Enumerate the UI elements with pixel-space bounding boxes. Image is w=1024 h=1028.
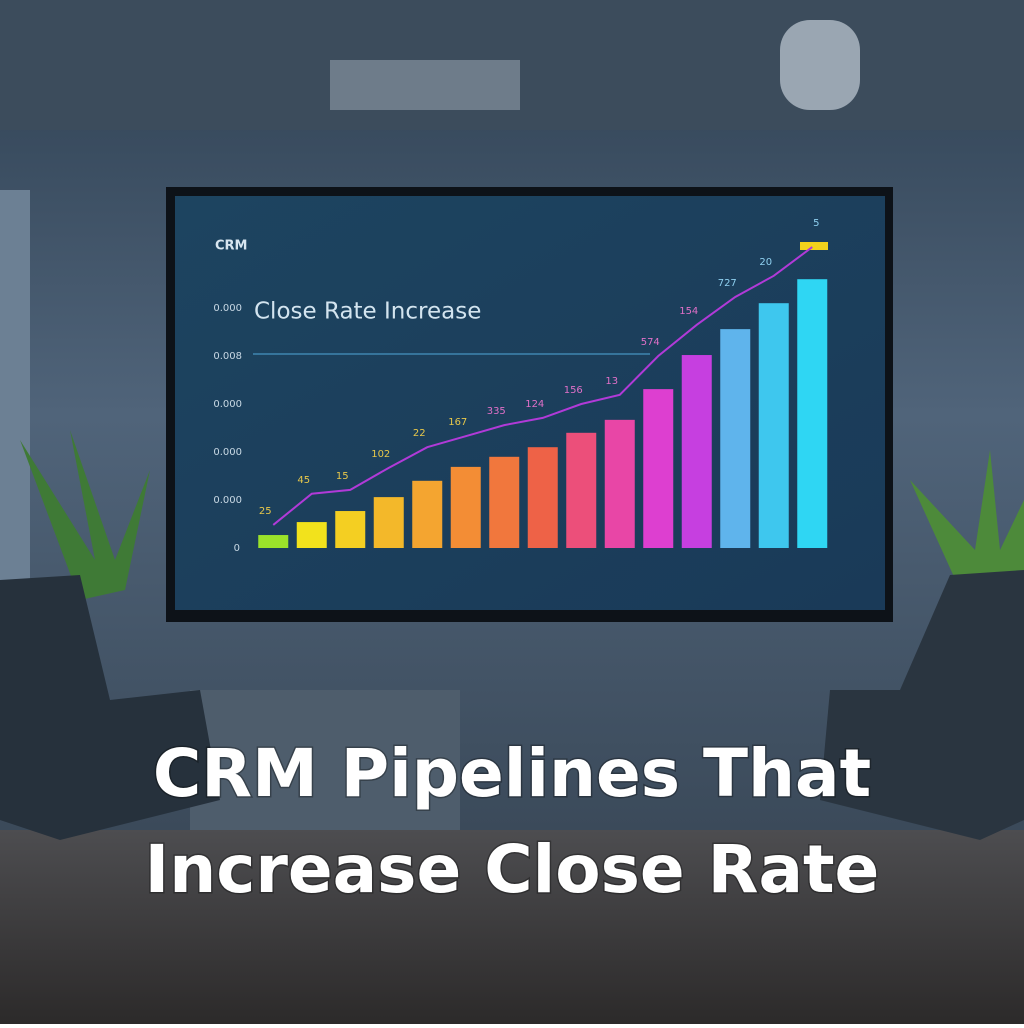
data-annotation: 154: [679, 306, 698, 317]
data-annotation: 335: [487, 406, 506, 417]
bar: [643, 389, 674, 548]
bar: [797, 279, 828, 548]
data-annotation: 13: [605, 376, 618, 387]
bar: [489, 456, 520, 548]
data-annotation: 156: [564, 385, 583, 396]
chair-left: [0, 575, 220, 840]
window: [0, 190, 30, 610]
y-tick-label: 0.000: [213, 447, 242, 458]
data-annotation: 102: [371, 449, 390, 460]
data-annotation: 15: [336, 471, 349, 482]
bar: [720, 329, 751, 548]
y-tick-label: 0.000: [213, 399, 242, 410]
chart-title: Close Rate Increase: [254, 299, 481, 325]
y-tick-label: 0.008: [213, 351, 242, 362]
y-tick-label: 0: [234, 543, 240, 554]
bar: [527, 447, 558, 548]
top-marker: [800, 242, 828, 250]
bar: [604, 419, 635, 548]
bar: [335, 511, 366, 548]
vent: [330, 60, 520, 110]
bar: [566, 432, 597, 548]
bar: [450, 466, 481, 548]
data-annotation: 5: [813, 218, 819, 229]
headline-line: Increase Close Rate: [145, 831, 880, 908]
floor: [0, 830, 1024, 1024]
data-annotation: 727: [718, 278, 737, 289]
data-annotation: 22: [413, 428, 426, 439]
bar: [296, 522, 327, 548]
data-annotation: 20: [759, 257, 772, 268]
trend-line: [272, 246, 813, 526]
headline-line: CRM Pipelines That: [153, 735, 871, 812]
data-annotation: 574: [641, 337, 660, 348]
plant-right: [910, 450, 1024, 600]
bar: [412, 480, 443, 548]
chair-right: [820, 570, 1024, 840]
duct: [780, 20, 860, 110]
plant-left: [20, 430, 150, 600]
data-annotation: 167: [448, 417, 467, 428]
bar: [758, 303, 789, 548]
bar: [258, 535, 289, 548]
data-annotation: 124: [525, 399, 544, 410]
console: [190, 690, 460, 830]
data-annotation: 25: [259, 506, 272, 517]
bar: [681, 355, 712, 548]
data-annotation: 45: [297, 475, 310, 486]
y-tick-label: 0.000: [213, 495, 242, 506]
y-tick-label: 0.000: [213, 303, 242, 314]
screen-label: CRM: [215, 239, 248, 254]
bar: [373, 497, 404, 548]
